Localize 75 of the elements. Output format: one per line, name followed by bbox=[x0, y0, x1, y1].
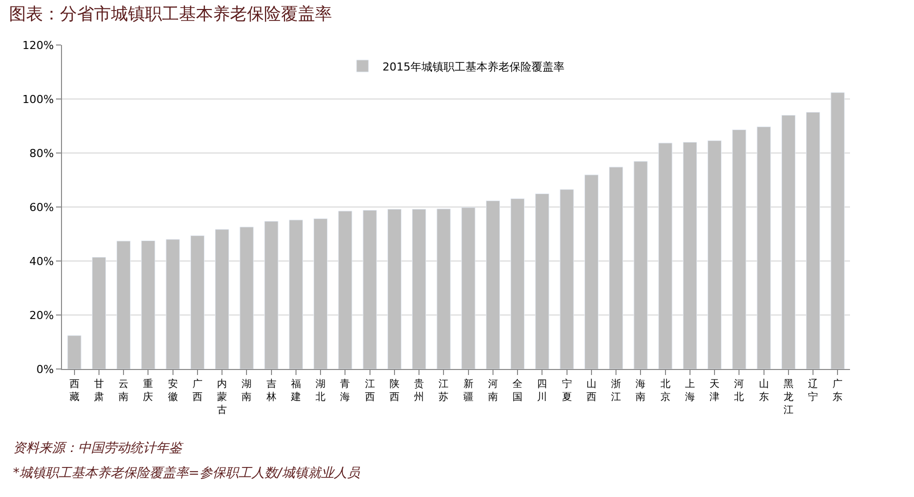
x-tick-label: 海南 bbox=[636, 378, 646, 403]
x-tick-label: 湖南 bbox=[242, 378, 252, 403]
text: 资料来源：中国劳动统计年鉴 bbox=[13, 441, 184, 456]
bar bbox=[215, 229, 230, 369]
bar bbox=[756, 126, 771, 369]
x-tick-label: 浙江 bbox=[611, 378, 622, 403]
bar bbox=[781, 114, 796, 369]
bar bbox=[314, 218, 328, 369]
x-tick-label: 新疆 bbox=[463, 378, 474, 403]
bar bbox=[240, 226, 254, 369]
bar bbox=[560, 189, 574, 369]
bar bbox=[264, 221, 278, 369]
x-tick-label: 山东 bbox=[758, 378, 769, 403]
bar bbox=[141, 240, 156, 369]
x-tick-label: 陕西 bbox=[389, 378, 400, 403]
x-tick-label: 内蒙古 bbox=[217, 378, 228, 416]
x-tick-label: 重庆 bbox=[143, 378, 154, 403]
x-tick-label: 吉林 bbox=[265, 378, 276, 403]
x-tick-label: 广西 bbox=[192, 378, 202, 403]
x-tick-label: 甘肃 bbox=[94, 378, 104, 403]
y-tick-label: 40% bbox=[29, 254, 54, 268]
bar bbox=[387, 208, 402, 369]
x-tick-label: 江西 bbox=[364, 378, 375, 403]
bar bbox=[461, 207, 476, 369]
bar bbox=[732, 130, 746, 369]
bar bbox=[634, 161, 648, 369]
x-tick-label: 广东 bbox=[832, 378, 843, 403]
x-tick-label: 青海 bbox=[340, 378, 350, 403]
bar bbox=[166, 239, 180, 369]
x-tick-label: 安徽 bbox=[168, 378, 178, 403]
bar bbox=[584, 174, 598, 369]
x-tick-label: 江苏 bbox=[438, 378, 449, 403]
y-tick-label: 100% bbox=[22, 92, 54, 106]
bar bbox=[510, 198, 525, 369]
x-tick-label: 云南 bbox=[118, 379, 129, 403]
y-tick-label: 0% bbox=[36, 362, 54, 376]
bar bbox=[190, 235, 204, 369]
bar bbox=[338, 210, 352, 369]
bar bbox=[92, 256, 106, 369]
x-tick-label: 山西 bbox=[586, 378, 596, 403]
x-tick-label: 宁夏 bbox=[562, 378, 572, 403]
bar bbox=[412, 208, 426, 369]
x-tick-label: 湖北 bbox=[316, 378, 326, 403]
x-tick-label: 全国 bbox=[512, 378, 523, 403]
y-tick-label: 20% bbox=[29, 308, 54, 322]
bar bbox=[486, 200, 500, 369]
x-tick-label: 福建 bbox=[290, 378, 301, 403]
x-tick-label: 天津 bbox=[710, 379, 720, 403]
bar bbox=[806, 112, 820, 369]
bar bbox=[116, 240, 131, 369]
x-tick-label: 河北 bbox=[734, 378, 744, 403]
chart-title: 图表：分省市城镇职工基本养老保险覆盖率 bbox=[9, 4, 332, 24]
x-tick-label: 黑龙江 bbox=[783, 379, 794, 416]
x-tick-label: 辽宁 bbox=[808, 378, 818, 403]
y-tick-label: 120% bbox=[22, 38, 54, 52]
text: *城镇职工基本养老保险覆盖率=参保职工人数/城镇就业人员 bbox=[13, 465, 360, 481]
y-tick-label: 80% bbox=[29, 146, 54, 160]
bar bbox=[609, 166, 624, 369]
legend-label: 2015年城镇职工基本养老保险覆盖率 bbox=[382, 60, 564, 74]
bar bbox=[535, 194, 550, 369]
bar bbox=[830, 92, 845, 369]
bar bbox=[658, 142, 672, 369]
x-tick-label: 河南 bbox=[488, 378, 498, 403]
x-tick-label: 北京 bbox=[660, 378, 670, 403]
x-tick-label: 四川 bbox=[537, 379, 548, 403]
bar bbox=[67, 335, 82, 369]
y-tick-label: 60% bbox=[29, 200, 54, 214]
x-tick-label: 西藏 bbox=[69, 379, 80, 403]
bar bbox=[288, 220, 303, 369]
bar bbox=[682, 142, 697, 369]
x-tick-label: 上海 bbox=[684, 378, 695, 403]
bar bbox=[436, 208, 451, 369]
bar bbox=[362, 210, 377, 369]
bar bbox=[708, 140, 722, 369]
x-tick-label: 贵州 bbox=[414, 378, 424, 403]
